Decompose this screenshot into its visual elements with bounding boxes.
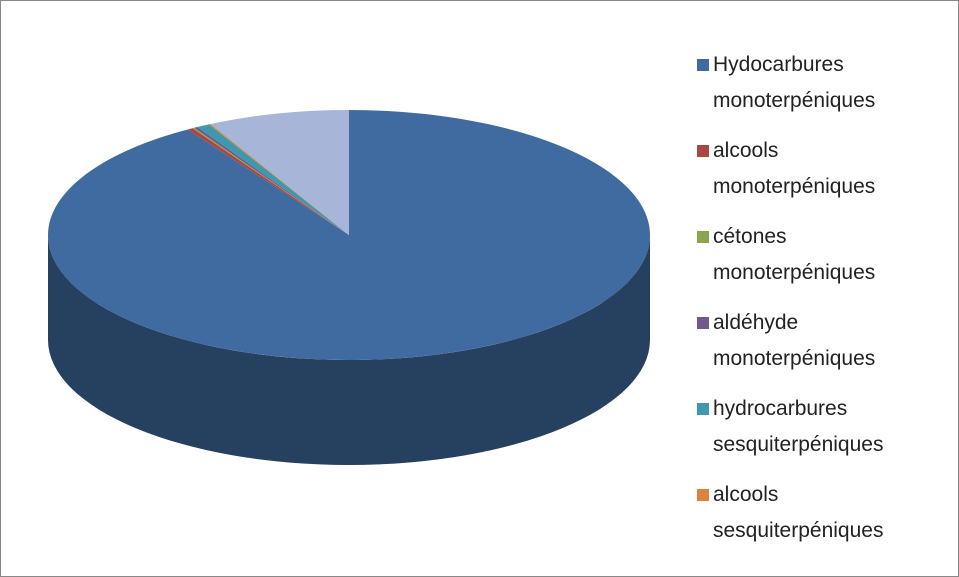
legend-swatch: [697, 145, 709, 157]
legend-label: cétones monoterpéniques: [713, 225, 876, 284]
legend-label: alcools monoterpéniques: [713, 139, 876, 198]
pie-slice: [192, 127, 349, 235]
legend: Hydocarbures monoterpéniques alcools mono…: [697, 47, 957, 563]
legend-swatch: [697, 59, 709, 71]
legend-swatch: [697, 231, 709, 243]
legend-item: alcools monoterpéniques: [697, 133, 957, 219]
legend-item: hydrocarbures sesquiterpéniques: [697, 391, 957, 477]
pie-slice: [187, 128, 349, 235]
legend-item: Hydocarbures monoterpéniques: [697, 47, 957, 133]
pie-slice: [48, 110, 651, 360]
pie-slice: [197, 124, 349, 235]
legend-item: cétones monoterpéniques: [697, 219, 957, 305]
pie-slice: [210, 110, 349, 235]
pie-slice: [194, 127, 349, 235]
legend-item: aldéhyde monoterpéniques: [697, 305, 957, 391]
pie-side: [48, 235, 650, 465]
pie-area: [48, 110, 651, 465]
legend-item: alcools sesquiterpéniques: [697, 477, 957, 563]
legend-swatch: [697, 489, 709, 501]
legend-label: Hydocarbures monoterpéniques: [713, 53, 876, 112]
legend-label: alcools sesquiterpéniques: [713, 483, 884, 542]
legend-swatch: [697, 317, 709, 329]
pie-slice: [208, 123, 349, 235]
legend-swatch: [697, 403, 709, 415]
legend-label: hydrocarbures sesquiterpéniques: [713, 397, 884, 456]
legend-label: aldéhyde monoterpéniques: [713, 311, 876, 370]
